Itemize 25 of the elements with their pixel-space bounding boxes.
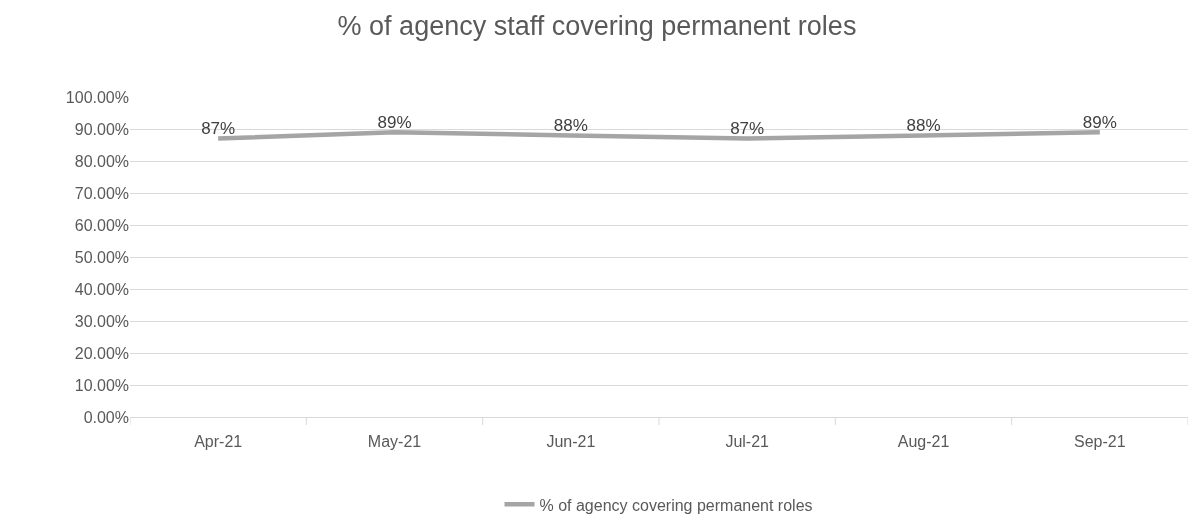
x-tick-label: Jun-21 (546, 433, 596, 451)
x-tick-label: Jul-21 (725, 433, 770, 451)
x-tick-label: Aug-21 (897, 433, 950, 451)
y-tick-label: 30.00% (74, 312, 129, 330)
y-tick-label: 60.00% (74, 216, 129, 234)
y-tick-label: 70.00% (74, 184, 129, 202)
legend-label: % of agency covering permanent roles (539, 496, 813, 514)
x-tick-label: Apr-21 (194, 433, 243, 451)
y-tick-label: 10.00% (74, 376, 129, 394)
data-label: 88% (553, 116, 588, 136)
data-label: 87% (201, 119, 236, 139)
data-label: 88% (906, 116, 941, 136)
y-tick-label: 90.00% (74, 120, 129, 138)
x-tick-label: Sep-21 (1074, 433, 1126, 451)
chart-title: % of agency staff covering permanent roles (337, 10, 857, 41)
x-tick-label: May-21 (367, 433, 422, 451)
y-tick-label: 40.00% (74, 280, 129, 298)
data-label: 89% (1082, 112, 1117, 132)
y-tick-label: 0.00% (83, 408, 129, 426)
data-label: 87% (730, 119, 765, 139)
y-tick-label: 50.00% (74, 248, 129, 266)
y-tick-label: 20.00% (74, 344, 129, 362)
y-tick-label: 100.00% (65, 88, 129, 106)
y-tick-label: 80.00% (74, 152, 129, 170)
data-label: 89% (377, 112, 412, 132)
